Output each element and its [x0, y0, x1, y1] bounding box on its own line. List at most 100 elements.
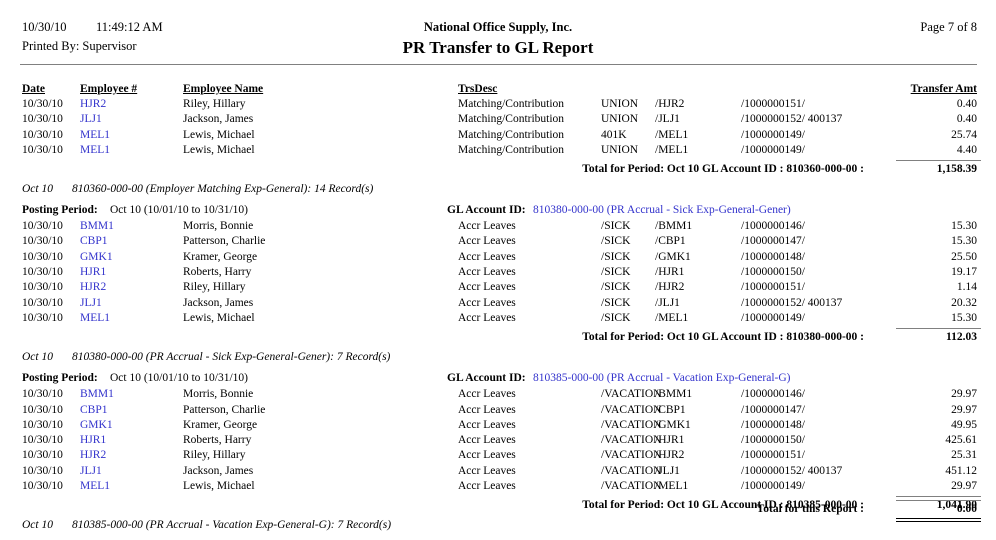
cell-employee-no[interactable]: JLJ1 — [80, 464, 102, 477]
page-title: PR Transfer to GL Report — [402, 38, 594, 57]
cell-transfer-amount: 15.30 — [951, 311, 977, 324]
trs-desc-type: Accr Leaves — [458, 418, 516, 431]
cell-employee-no[interactable]: CBP1 — [80, 403, 108, 416]
trs-desc-code: /SICK — [601, 266, 631, 279]
cell-employee-no[interactable]: MEL1 — [80, 480, 111, 493]
grand-total-row: Total for this Report : 0.00 — [0, 499, 996, 525]
trs-desc-code: /VACATION — [601, 388, 662, 401]
section-summary-period: Oct 10 — [22, 183, 53, 196]
table-row: 10/30/10 JLJ1 Jackson, James Matching/Contr… — [0, 113, 996, 128]
trs-desc-type: Accr Leaves — [458, 235, 516, 248]
table-row: 10/30/10 HJR1 Roberts, Harry Accr Leaves/VA… — [0, 434, 996, 449]
cell-employee-name: Roberts, Harry — [183, 266, 252, 279]
period-total-amount: 112.03 — [946, 331, 977, 344]
cell-transfer-amount: 425.61 — [945, 434, 977, 447]
period-total-row: Total for Period: Oct 10 GL Account ID :… — [0, 495, 996, 515]
table-row: 10/30/10 MEL1 Lewis, Michael Matching/Contr… — [0, 129, 996, 144]
company-name: National Office Supply, Inc. — [423, 20, 573, 34]
cell-date: 10/30/10 — [22, 235, 63, 248]
table-row: 10/30/10 HJR2 Riley, Hillary Accr Leaves/SI… — [0, 281, 996, 296]
trs-desc-code: /SICK — [601, 250, 631, 263]
cell-employee-no[interactable]: GMK1 — [80, 250, 113, 263]
cell-employee-no[interactable]: BMM1 — [80, 220, 114, 233]
cell-date: 10/30/10 — [22, 128, 63, 141]
cell-transfer-amount: 29.97 — [951, 403, 977, 416]
trs-desc-employee: /JLJ1 — [655, 464, 680, 477]
trs-desc-reference: /1000000150/ — [741, 266, 805, 279]
cell-employee-no[interactable]: JLJ1 — [80, 296, 102, 309]
cell-transfer-amount: 49.95 — [951, 418, 977, 431]
cell-date: 10/30/10 — [22, 403, 63, 416]
posting-period-value: Oct 10 (10/01/10 to 10/31/10) — [110, 204, 248, 217]
cell-employee-name: Kramer, George — [183, 250, 258, 263]
trs-desc-employee: /MEL1 — [655, 143, 689, 156]
section-summary-row: Oct 10 810380-000-00 (PR Accrual - Sick E… — [0, 347, 996, 367]
trs-desc-reference: /1000000149/ — [741, 143, 805, 156]
posting-period-label: Posting Period: — [22, 372, 98, 385]
cell-employee-no[interactable]: MEL1 — [80, 143, 111, 156]
cell-employee-name: Jackson, James — [183, 113, 254, 126]
cell-employee-no[interactable]: HJR1 — [80, 434, 107, 447]
trs-desc-reference: /1000000149/ — [741, 128, 805, 141]
cell-employee-no[interactable]: GMK1 — [80, 418, 113, 431]
cell-employee-name: Lewis, Michael — [183, 143, 255, 156]
section-summary-text: 810385-000-00 (PR Accrual - Vacation Exp… — [72, 519, 392, 532]
trs-desc-type: Accr Leaves — [458, 311, 516, 324]
cell-employee-no[interactable]: MEL1 — [80, 128, 111, 141]
trs-desc-code: /VACATION — [601, 480, 662, 493]
cell-employee-no[interactable]: JLJ1 — [80, 113, 102, 126]
posting-period-value: Oct 10 (10/01/10 to 10/31/10) — [110, 372, 248, 385]
period-total-rule — [896, 328, 981, 330]
cell-date: 10/30/10 — [22, 311, 63, 324]
cell-employee-no[interactable]: HJR2 — [80, 281, 107, 294]
cell-employee-name: Patterson, Charlie — [183, 235, 266, 248]
trs-desc-reference: /1000000149/ — [741, 311, 805, 324]
trs-desc-type: Accr Leaves — [458, 449, 516, 462]
cell-transfer-amount: 0.40 — [956, 113, 977, 126]
trs-desc-code: /SICK — [601, 296, 631, 309]
period-total-label: Total for Period: Oct 10 GL Account ID :… — [582, 499, 864, 512]
gl-account-id-value[interactable]: 810380-000-00 (PR Accrual - Sick Exp-Gen… — [533, 204, 791, 217]
table-row: 10/30/10 BMM1 Morris, Bonnie Accr Leaves/VA… — [0, 388, 996, 403]
table-row: 10/30/10 MEL1 Lewis, Michael Matching/Contr… — [0, 144, 996, 159]
report-header: 10/30/10 11:49:12 AM Printed By: Supervi… — [0, 0, 996, 66]
grand-total-rule-top — [896, 500, 981, 501]
section-summary-period: Oct 10 — [22, 519, 53, 532]
cell-date: 10/30/10 — [22, 250, 63, 263]
cell-employee-no[interactable]: MEL1 — [80, 311, 111, 324]
trs-desc-employee: /JLJ1 — [655, 113, 680, 126]
gl-account-id-value[interactable]: 810385-000-00 (PR Accrual - Vacation Exp… — [533, 372, 791, 385]
print-date: 10/30/10 — [22, 20, 67, 34]
cell-employee-name: Roberts, Harry — [183, 434, 252, 447]
trs-desc-code: /SICK — [601, 281, 631, 294]
trs-desc-employee: /GMK1 — [655, 418, 691, 431]
cell-employee-no[interactable]: CBP1 — [80, 235, 108, 248]
trs-desc-employee: /BMM1 — [655, 388, 693, 401]
cell-employee-name: Riley, Hillary — [183, 281, 246, 294]
trs-desc-employee: /MEL1 — [655, 128, 689, 141]
cell-date: 10/30/10 — [22, 143, 63, 156]
period-total-amount: 1,041.90 — [936, 499, 977, 512]
trs-desc-type: Accr Leaves — [458, 480, 516, 493]
column-header-employee-name: Employee Name — [183, 83, 264, 95]
cell-employee-no[interactable]: HJR1 — [80, 266, 107, 279]
cell-employee-no[interactable]: HJR2 — [80, 98, 107, 110]
table-row: 10/30/10 BMM1 Morris, Bonnie Accr Leaves/SI… — [0, 220, 996, 235]
header-divider — [20, 64, 977, 65]
posting-period-label: Posting Period: — [22, 204, 98, 217]
cell-employee-no[interactable]: HJR2 — [80, 449, 107, 462]
cell-date: 10/30/10 — [22, 98, 63, 110]
trs-desc-reference: /1000000148/ — [741, 418, 805, 431]
trs-desc-employee: /HJR2 — [655, 449, 685, 462]
trs-desc-code: /VACATION — [601, 434, 662, 447]
table-row: 10/30/10 JLJ1 Jackson, James Accr Leaves/SI… — [0, 297, 996, 312]
trs-desc-reference: /1000000146/ — [741, 220, 805, 233]
column-headers: Date Employee # Employee Name TrsDesc Tr… — [0, 83, 996, 97]
trs-desc-employee: /JLJ1 — [655, 296, 680, 309]
trs-desc-reference: /1000000146/ — [741, 388, 805, 401]
cell-employee-no[interactable]: BMM1 — [80, 388, 114, 401]
trs-desc-employee: /HJR2 — [655, 281, 685, 294]
cell-transfer-amount: 15.30 — [951, 220, 977, 233]
section-summary-text: 810380-000-00 (PR Accrual - Sick Exp-Gen… — [72, 351, 391, 364]
